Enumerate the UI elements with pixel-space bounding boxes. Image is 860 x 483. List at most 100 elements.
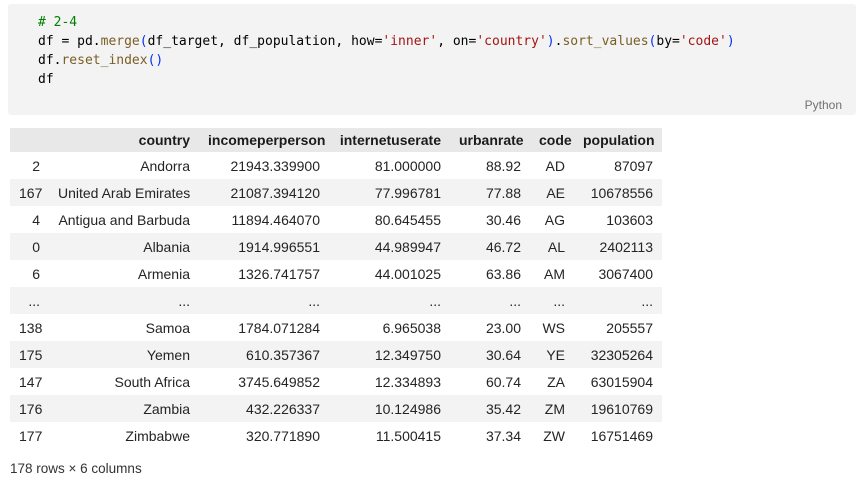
cell: ... xyxy=(641,292,653,309)
code-line: df.reset_index() xyxy=(38,51,856,70)
code-token: # 2-4 xyxy=(38,15,78,30)
code-token: , on= xyxy=(437,34,477,49)
code-token: ) xyxy=(546,34,555,49)
cell: 37.34 xyxy=(485,427,521,444)
code-editor[interactable]: # 2-4 df = pd.merge(df_target, df_populat… xyxy=(8,4,856,89)
code-token: 'code' xyxy=(679,34,727,49)
cell: 63.86 xyxy=(485,265,521,282)
cell: 21087.394120 xyxy=(230,184,320,201)
cell: ... xyxy=(308,292,320,309)
cell: 16751469 xyxy=(590,427,653,444)
column-header: internetuserate xyxy=(329,128,450,152)
code-token: df_target, df_population, how= xyxy=(147,34,383,49)
code-token: ( xyxy=(648,34,657,49)
table-row: 177 Zimbabwe 320.771890 11.500415 37.34 ZW 167… xyxy=(10,422,662,449)
row-index: 138 xyxy=(19,319,43,336)
cell: 63015904 xyxy=(590,373,653,390)
cell: 19610769 xyxy=(590,400,653,417)
row-index: 167 xyxy=(19,184,43,201)
cell: South Africa xyxy=(114,373,191,390)
cell: 21943.339900 xyxy=(230,157,320,174)
cell: 80.645455 xyxy=(374,211,441,228)
cell: Albania xyxy=(143,238,190,255)
column-header: code xyxy=(530,128,574,152)
cell: AM xyxy=(544,265,565,282)
cell: 610.357367 xyxy=(246,346,320,363)
cell: 23.00 xyxy=(485,319,521,336)
cell: Yemen xyxy=(146,346,190,363)
cell: Antigua and Barbuda xyxy=(58,211,190,228)
code-token: merge xyxy=(100,34,140,49)
cell: AD xyxy=(545,157,565,174)
cell: 81.000000 xyxy=(374,157,441,174)
code-token: reset_index xyxy=(61,53,148,68)
cell: AL xyxy=(547,238,565,255)
cell: Samoa xyxy=(145,319,190,336)
code-token: 'inner' xyxy=(382,34,438,49)
table-row: 175 Yemen 610.357367 12.349750 30.64 YE 323052… xyxy=(10,341,662,368)
row-index: 175 xyxy=(19,346,43,363)
cell: 44.989947 xyxy=(374,238,441,255)
table-row: 0 Albania 1914.996551 44.989947 46.72 AL 24021… xyxy=(10,233,662,260)
cell: 12.334893 xyxy=(374,373,441,390)
cell-language-label[interactable]: Python xyxy=(804,98,842,112)
cell: 44.001025 xyxy=(374,265,441,282)
cell: United Arab Emirates xyxy=(58,184,191,201)
cell: 3745.649852 xyxy=(238,373,320,390)
cell: YE xyxy=(546,346,565,363)
row-index: 2 xyxy=(32,157,40,174)
cell: ZA xyxy=(547,373,565,390)
code-token: ) xyxy=(726,34,735,49)
cell: ZW xyxy=(543,427,565,444)
table-row: 4 Antigua and Barbuda 11894.464070 80.64545… xyxy=(10,206,662,233)
cell: 432.226337 xyxy=(246,400,320,417)
column-header: urbanrate xyxy=(450,128,530,152)
code-token: ( xyxy=(139,34,148,49)
code-token: df = pd. xyxy=(38,34,101,49)
table-row: 176 Zambia 432.226337 10.124986 35.42 ZM 19610… xyxy=(10,395,662,422)
table-row: ..................... xyxy=(10,287,662,314)
cell: 1914.996551 xyxy=(238,238,320,255)
cell: 46.72 xyxy=(485,238,521,255)
dataframe-table: country incomeperperson internetuserate urb… xyxy=(10,128,662,449)
cell: 77.996781 xyxy=(374,184,441,201)
table-row: 2 Andorra 21943.339900 81.000000 88.92 AD 8709… xyxy=(10,152,662,179)
cell: 1784.071284 xyxy=(238,319,320,336)
cell: 11.500415 xyxy=(375,427,441,444)
cell: 10678556 xyxy=(590,184,653,201)
row-index: 4 xyxy=(32,211,40,228)
row-index: 177 xyxy=(19,427,43,444)
cell: 35.42 xyxy=(485,400,521,417)
cell: Armenia xyxy=(137,265,190,282)
cell: 320.771890 xyxy=(246,427,320,444)
column-header: country xyxy=(49,128,199,152)
cell: 2402113 xyxy=(599,238,653,255)
code-token: sort_values xyxy=(562,34,649,49)
cell: 88.92 xyxy=(485,157,521,174)
dataframe-shape: 178 rows × 6 columns xyxy=(10,461,142,476)
row-index: 176 xyxy=(19,400,43,417)
cell: 32305264 xyxy=(590,346,653,363)
code-token: df xyxy=(38,72,54,87)
code-token: df. xyxy=(38,53,62,68)
cell: ZM xyxy=(544,400,565,417)
code-cell[interactable]: # 2-4 df = pd.merge(df_target, df_populat… xyxy=(8,4,856,115)
row-index: 0 xyxy=(32,238,40,255)
cell: 11894.464070 xyxy=(231,211,321,228)
code-token: ( xyxy=(147,53,156,68)
cell: 30.46 xyxy=(485,211,521,228)
row-index: 6 xyxy=(32,265,40,282)
cell: 10.124986 xyxy=(374,400,441,417)
header-row: country incomeperperson internetuserate urb… xyxy=(10,128,662,152)
cell: ... xyxy=(429,292,441,309)
cell: 30.64 xyxy=(485,346,521,363)
cell: 12.349750 xyxy=(374,346,441,363)
table-row: 147 South Africa 3745.649852 12.334893 60.74… xyxy=(10,368,662,395)
cell: ... xyxy=(553,292,565,309)
code-token: 'country' xyxy=(476,34,547,49)
cell: 6.965038 xyxy=(382,319,441,336)
cell: Andorra xyxy=(140,157,190,174)
row-index: ... xyxy=(28,292,40,309)
cell: 1326.741757 xyxy=(238,265,320,282)
code-line: df xyxy=(38,70,856,89)
